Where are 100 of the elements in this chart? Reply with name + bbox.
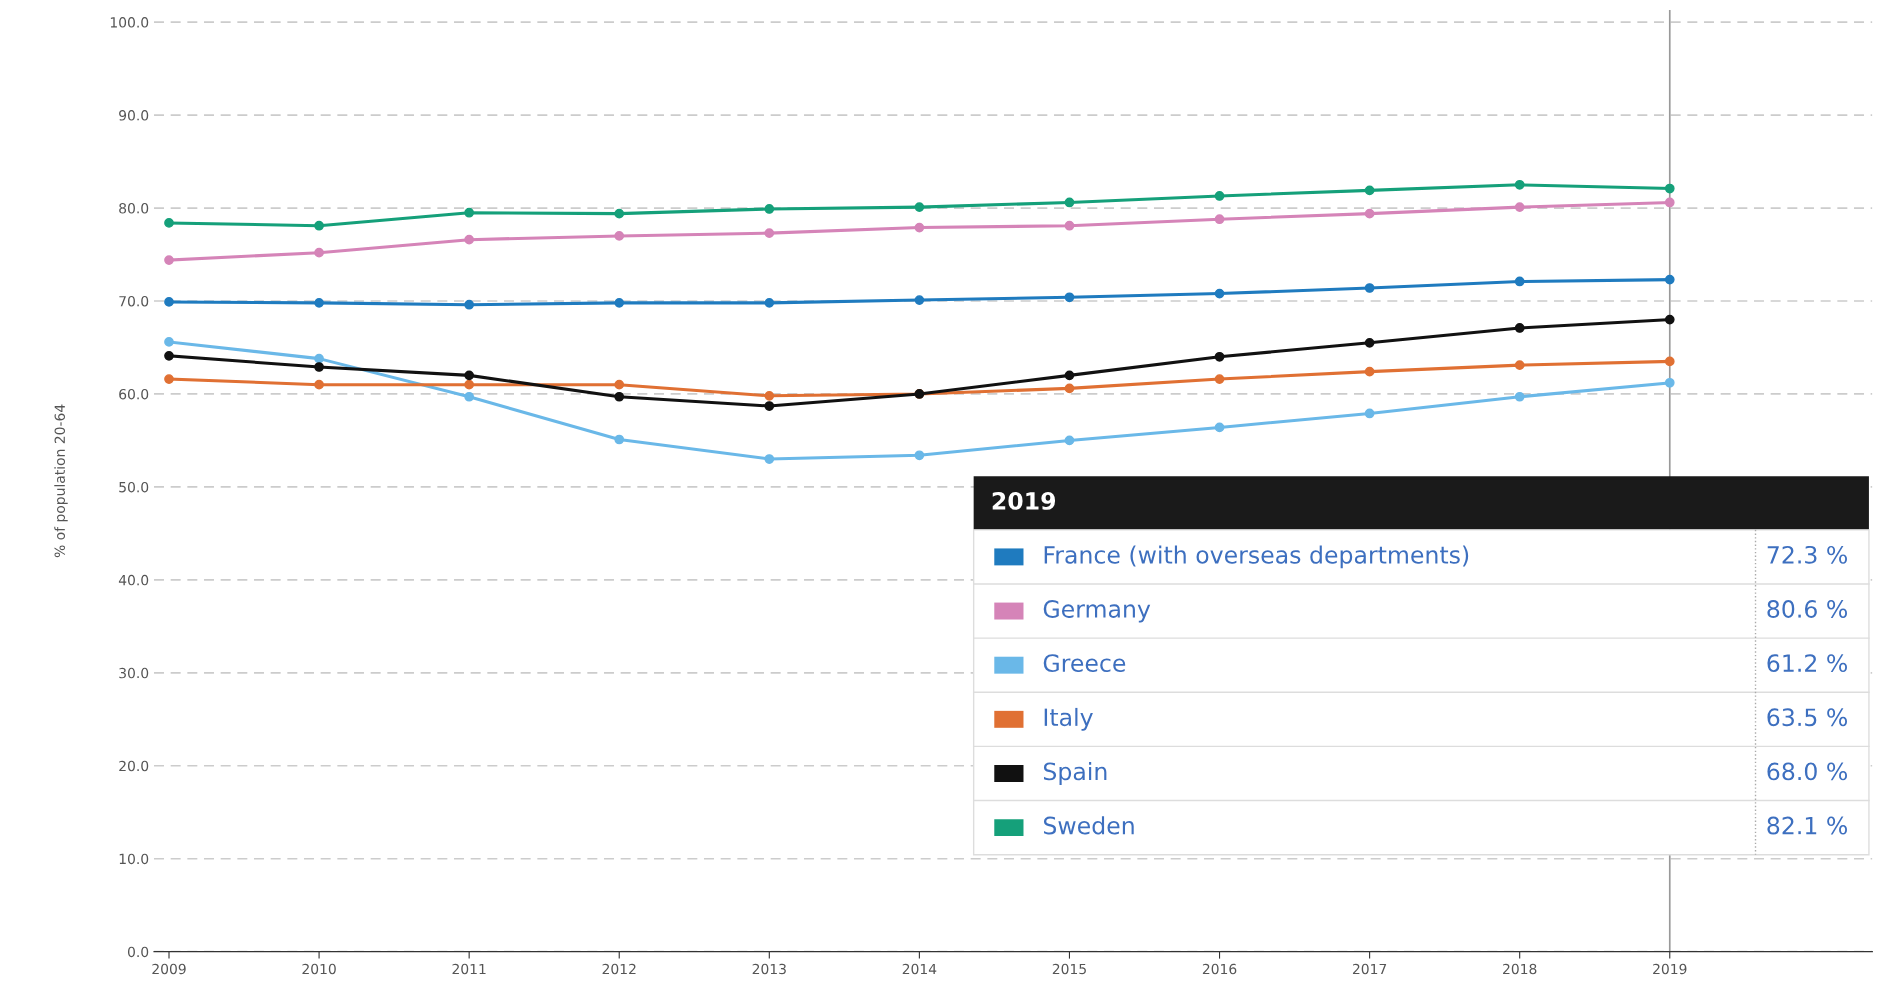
point [764, 204, 775, 214]
point [614, 391, 625, 402]
point [1364, 185, 1375, 196]
x-tick-label: 2009 [152, 963, 186, 975]
y-axis-title: % of population 20-64 [54, 404, 68, 558]
y-tick-label: 50.0 [119, 481, 149, 493]
point [1664, 183, 1675, 194]
point [314, 220, 324, 231]
y-tick-label: 20.0 [119, 760, 149, 772]
point [164, 255, 174, 265]
y-tick-label: 30.0 [119, 667, 149, 679]
x-tick-label: 2018 [1503, 963, 1537, 975]
x-tick-label: 2013 [752, 963, 786, 975]
point [1664, 314, 1675, 325]
point [1664, 356, 1675, 367]
legend-label: Greece [1043, 654, 1126, 673]
point [1214, 351, 1225, 362]
point [314, 247, 324, 258]
y-tick-label: 90.0 [119, 110, 149, 121]
point [1514, 323, 1525, 333]
annotation: 2019 [992, 491, 1056, 510]
y-tick-label: 60.0 [119, 388, 149, 400]
point [164, 374, 174, 384]
point [314, 353, 324, 364]
point [1514, 276, 1525, 287]
point [1514, 179, 1525, 190]
annotation: 82.1 % [1767, 816, 1848, 835]
y-tick-label: 70.0 [119, 295, 149, 307]
point [314, 362, 324, 372]
y-tick-label: 0.0 [127, 946, 149, 958]
point [1214, 214, 1225, 225]
point [764, 401, 775, 411]
point [164, 218, 174, 228]
point [1064, 370, 1075, 381]
point [614, 379, 625, 390]
point [164, 350, 174, 361]
point [614, 298, 625, 308]
point [464, 207, 475, 218]
legend-label: Spain [1043, 762, 1107, 785]
point [1064, 383, 1075, 394]
x-tick-label: 2015 [1052, 963, 1086, 975]
y-tick-label: 100.0 [110, 17, 149, 28]
x-tick-label: 2012 [602, 963, 636, 975]
point [164, 297, 174, 307]
point [164, 337, 174, 347]
point [1064, 220, 1075, 231]
x-tick-label: 2016 [1202, 963, 1237, 975]
point [1214, 191, 1225, 201]
point [914, 450, 925, 461]
point [614, 208, 625, 219]
x-tick-label: 2011 [452, 963, 486, 975]
point [464, 370, 475, 381]
point [764, 298, 775, 308]
legend-label: Italy [1044, 707, 1093, 731]
point [1664, 377, 1675, 388]
annotation: 61.2 % [1767, 654, 1848, 673]
point [1514, 360, 1525, 371]
point [1664, 197, 1675, 208]
point [764, 454, 775, 464]
point [764, 228, 775, 239]
point [1064, 435, 1075, 446]
x-tick-label: 2010 [302, 963, 336, 975]
point [1364, 366, 1375, 377]
y-tick-label: 40.0 [118, 574, 149, 586]
point [1064, 292, 1075, 303]
point [1064, 197, 1075, 208]
point [1364, 337, 1375, 348]
point [314, 298, 324, 308]
x-tick-label: 2017 [1352, 963, 1387, 975]
point [1364, 208, 1375, 219]
point [1664, 274, 1675, 285]
y-tick-label: 80.0 [119, 203, 149, 214]
point [1364, 408, 1375, 419]
point [314, 379, 324, 390]
point [1514, 391, 1525, 402]
point [914, 202, 925, 212]
point [1214, 422, 1225, 433]
annotation: 80.6 % [1767, 600, 1848, 618]
point [464, 379, 475, 390]
point [464, 391, 475, 402]
x-tick-label: 2019 [1653, 963, 1687, 975]
point [914, 295, 925, 305]
annotation: 68.0 % [1767, 762, 1848, 781]
point [914, 222, 925, 233]
point [1214, 374, 1225, 384]
legend-label: France (with overseas departments) [1044, 545, 1469, 569]
point [764, 390, 775, 401]
point [1514, 202, 1525, 212]
point [1364, 283, 1375, 293]
legend-label: Sweden [1043, 816, 1134, 835]
x-tick-label: 2014 [902, 963, 937, 975]
legend-label: Germany [1043, 600, 1151, 623]
annotation: 63.5 % [1767, 708, 1848, 727]
annotation: 72.3 % [1767, 545, 1848, 564]
point [614, 434, 625, 445]
point [464, 299, 475, 310]
y-tick-label: 10.0 [119, 853, 149, 865]
point [464, 234, 475, 245]
point [1214, 288, 1225, 299]
point [614, 231, 625, 241]
